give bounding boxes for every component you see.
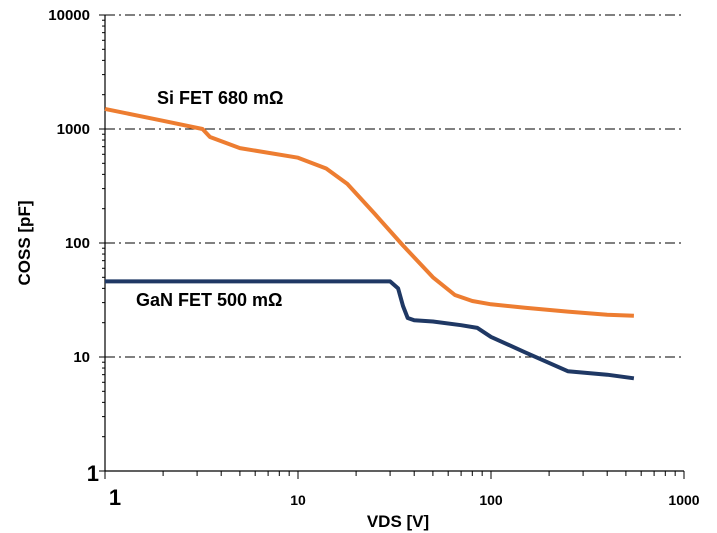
series-label-gan-fet: GaN FET 500 mΩ bbox=[136, 290, 282, 310]
x-tick-label: 1 bbox=[109, 485, 121, 510]
y-tick-label: 10000 bbox=[48, 7, 90, 24]
y-tick-label: 100 bbox=[65, 235, 90, 252]
tick-labels: 1 10 100 1000 10000 1 10 100 1000 bbox=[48, 7, 699, 510]
axes bbox=[99, 14, 685, 479]
y-axis-title: COSS [pF] bbox=[15, 201, 34, 286]
y-tick-label: 10 bbox=[73, 349, 90, 366]
x-tick-label: 10 bbox=[290, 492, 306, 508]
series-lines bbox=[104, 106, 635, 381]
x-axis-title: VDS [V] bbox=[367, 512, 429, 531]
x-tick-label: 1000 bbox=[668, 492, 699, 508]
y-tick-label: 1000 bbox=[57, 121, 90, 138]
series-line-si-fet bbox=[104, 106, 634, 318]
series-line-gan-fet bbox=[105, 279, 635, 381]
x-tick-label: 100 bbox=[479, 492, 503, 508]
y-tick-label: 1 bbox=[87, 461, 99, 486]
grid-lines bbox=[105, 14, 684, 358]
series-label-si-fet: Si FET 680 mΩ bbox=[157, 88, 283, 108]
